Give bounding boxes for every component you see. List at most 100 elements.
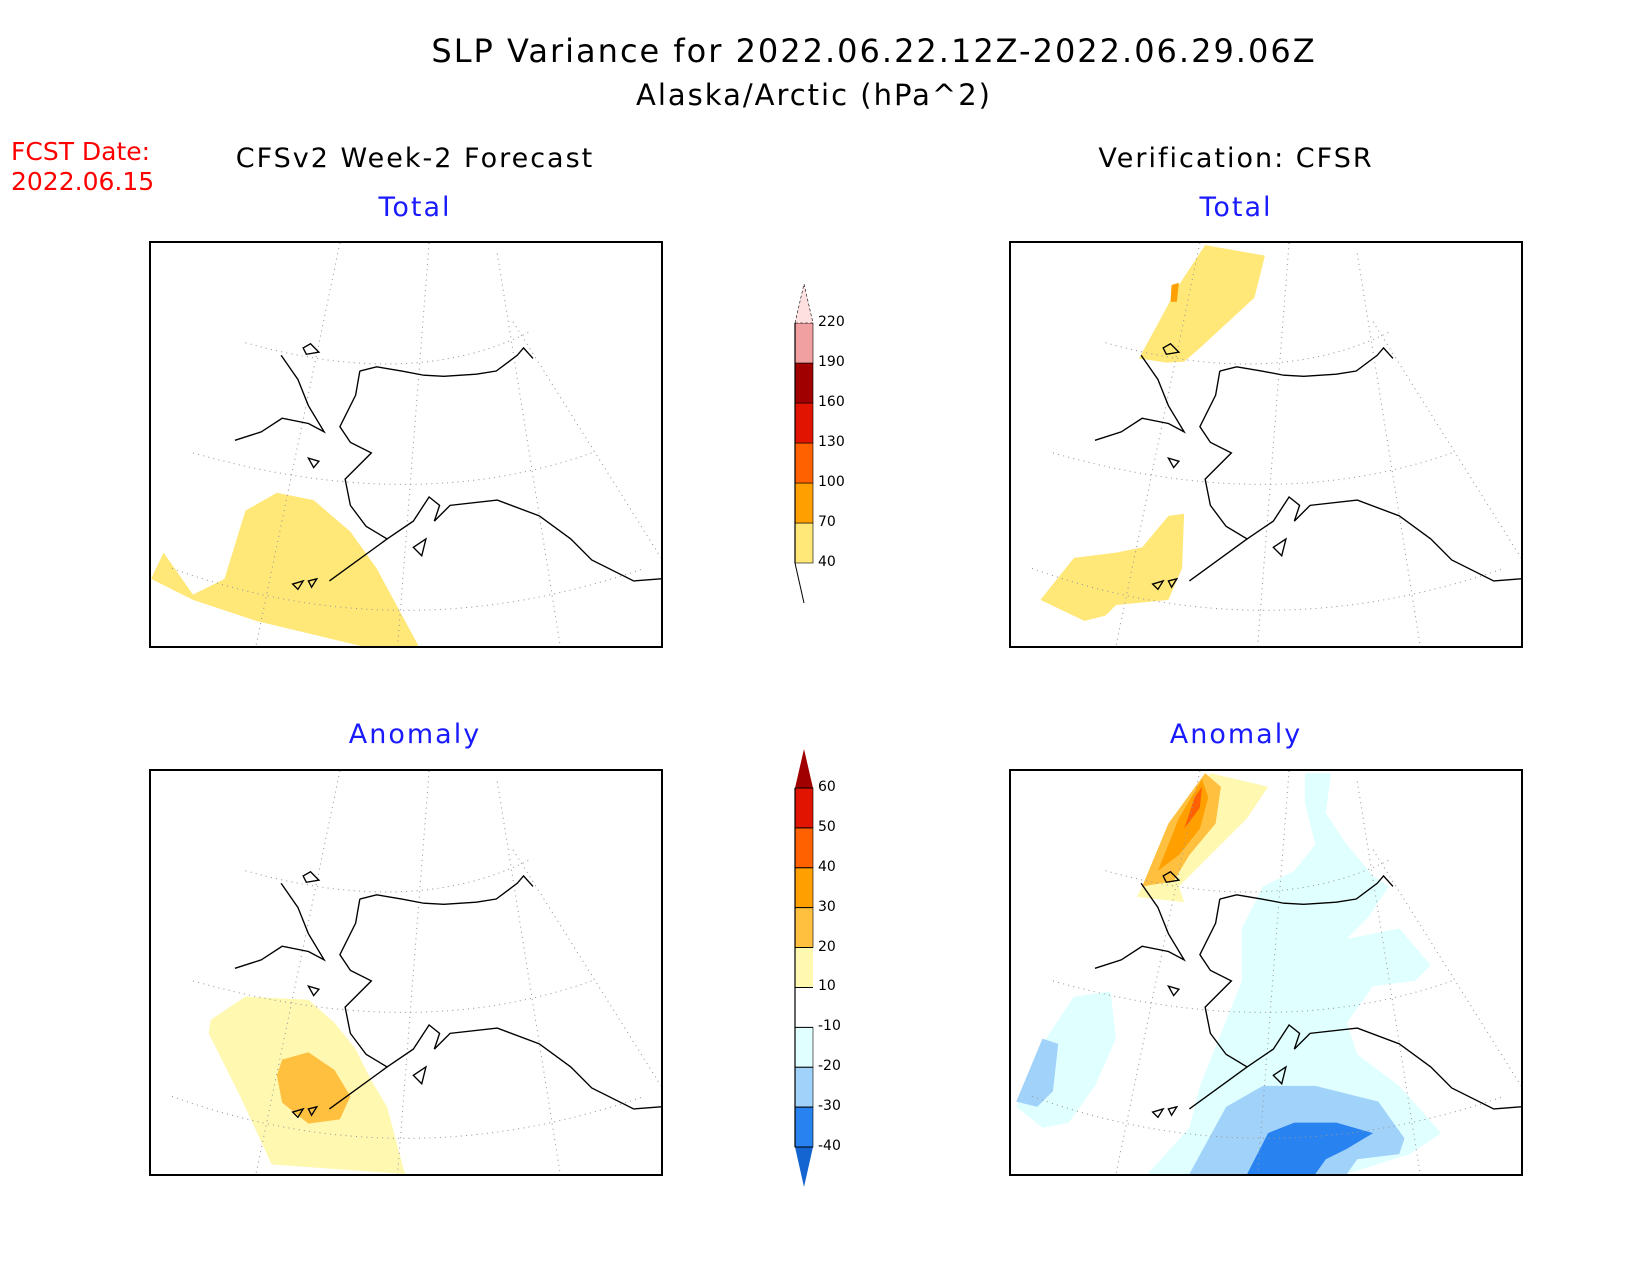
colorbar-swatch	[794, 522, 814, 564]
contour-70-100	[1170, 282, 1179, 302]
grid-line	[171, 1095, 645, 1139]
colorbar-tick-label: -40	[818, 1138, 841, 1154]
colorbar-swatch	[794, 322, 814, 364]
verification-anomaly-label: Anomaly	[1169, 719, 1303, 750]
grid-line	[397, 243, 430, 646]
colorbar-tick-label: 100	[818, 474, 845, 490]
contour-40-50	[1184, 786, 1202, 829]
chart-title: SLP Variance for 2022.06.22.12Z-2022.06.…	[431, 32, 1317, 70]
colorbar-tick-label: -20	[818, 1058, 841, 1075]
contour-neg20-neg30	[1016, 1038, 1059, 1107]
colorbar-swatch	[794, 907, 814, 948]
coastline	[1272, 1065, 1288, 1086]
colorbar-tick-label: 20	[818, 938, 836, 955]
verification-anomaly-map	[1009, 769, 1523, 1176]
colorbar-tick-label: 160	[818, 394, 845, 410]
colorbar-tick-label: 10	[818, 978, 836, 995]
grid-line	[1257, 771, 1290, 1174]
grid-line	[1372, 321, 1521, 559]
verification-total-label: Total	[1199, 192, 1273, 223]
forecast-anomaly-label: Anomaly	[348, 719, 482, 750]
coastline	[1166, 457, 1181, 469]
colorbar-swatch	[794, 827, 814, 869]
contour-neg10-neg20	[1016, 991, 1116, 1128]
contour-40-70	[151, 492, 419, 646]
colorbar-tick-label: 70	[818, 514, 836, 530]
coastline	[1199, 898, 1521, 1110]
colorbar-swatch	[794, 362, 814, 404]
grid-line	[397, 771, 430, 1174]
coastline	[1151, 577, 1179, 591]
colorbar-top-triangle	[795, 749, 813, 788]
colorbar-swatch	[794, 867, 814, 908]
colorbar-bottom-triangle	[795, 1147, 813, 1187]
fcst-label: FCST Date:	[11, 137, 151, 166]
coastline	[1188, 1066, 1248, 1110]
colorbar-swatch	[795, 987, 813, 1028]
grid-line	[245, 859, 530, 893]
coastline	[1094, 882, 1187, 969]
contour-neg10-neg20	[1147, 773, 1442, 1174]
colorbar-tick-label: 40	[818, 858, 836, 875]
colorbar-top-triangle	[794, 283, 814, 324]
chart-subtitle: Alaska/Arctic (hPa^2)	[636, 78, 992, 112]
coastline	[1199, 370, 1521, 582]
colorbar-swatch	[794, 1066, 814, 1108]
coastline	[306, 985, 321, 997]
coastline	[328, 1066, 388, 1110]
grid-line	[1115, 771, 1201, 1174]
coastline	[359, 346, 534, 377]
colorbar-swatch	[794, 787, 814, 829]
contour-40-70	[1139, 245, 1265, 363]
contour-20-30	[276, 1052, 351, 1124]
colorbar-swatch	[794, 1027, 814, 1068]
colorbar-swatch	[795, 947, 813, 988]
coastline	[339, 370, 661, 582]
colorbar-tick-label: 30	[818, 898, 836, 915]
grid-line	[496, 781, 561, 1174]
right-header: Verification: CFSR	[1098, 143, 1374, 174]
coastline	[359, 874, 534, 905]
grid-line	[245, 331, 530, 365]
colorbar-tick-label: 220	[818, 314, 845, 330]
coastline	[291, 1105, 319, 1119]
grid-line	[192, 452, 592, 485]
grid-line	[255, 771, 341, 1174]
colorbar-bottom-triangle	[794, 562, 805, 604]
anomaly-colorbar	[794, 749, 814, 1187]
grid-line	[496, 253, 561, 646]
colorbar-tick-label: 130	[818, 434, 845, 450]
forecast-total-map	[149, 241, 663, 648]
colorbar-tick-label: 60	[818, 779, 836, 795]
colorbar-swatch	[794, 1106, 814, 1148]
coastline	[291, 577, 319, 591]
grid-line	[255, 243, 341, 646]
coastline	[302, 870, 321, 884]
coastline	[1188, 538, 1248, 582]
colorbar-tick-label: 190	[818, 354, 845, 370]
grid-line	[1257, 243, 1290, 646]
contour-neg30-neg40	[1247, 1122, 1374, 1174]
coastline	[412, 1065, 428, 1086]
forecast-total-label: Total	[378, 192, 452, 223]
forecast-anomaly-map	[149, 769, 663, 1176]
coastline	[328, 538, 388, 582]
colorbar-swatch	[794, 482, 814, 524]
grid-line	[512, 849, 661, 1087]
total-colorbar	[794, 283, 814, 604]
colorbar-swatch	[794, 442, 814, 484]
coastline	[1219, 874, 1394, 905]
fcst-date: 2022.06.15	[11, 167, 155, 196]
grid-line	[1356, 781, 1421, 1174]
coastline	[302, 342, 321, 356]
colorbar-swatch	[794, 402, 814, 444]
contour-40-70	[1040, 513, 1185, 621]
coastline	[339, 898, 661, 1110]
coastline	[1219, 346, 1394, 377]
coastline	[1162, 342, 1181, 356]
colorbar-tick-label: -10	[818, 1018, 841, 1035]
coastline	[306, 457, 321, 469]
colorbar-tick-label: 40	[818, 554, 836, 570]
grid-line	[1356, 253, 1421, 646]
coastline	[1094, 354, 1187, 441]
